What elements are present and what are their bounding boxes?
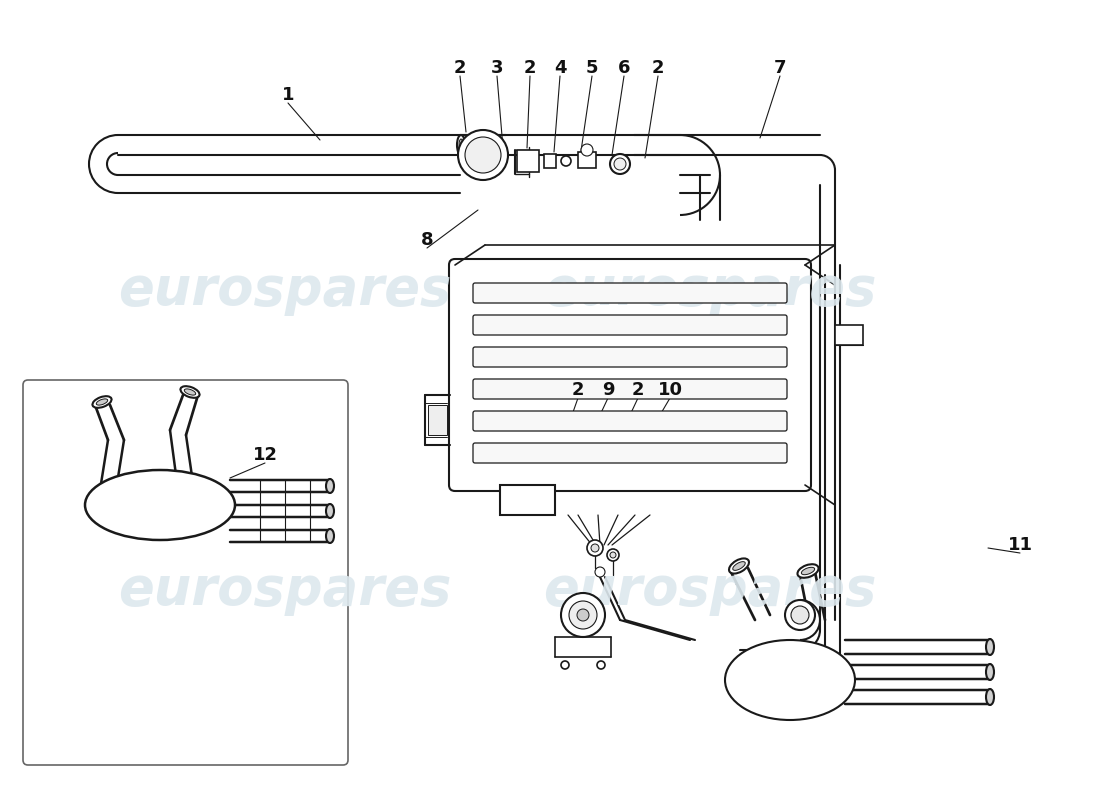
Text: 11: 11 — [1008, 536, 1033, 554]
Ellipse shape — [456, 135, 465, 155]
Text: 9: 9 — [602, 381, 614, 399]
Text: 5: 5 — [585, 59, 598, 77]
Text: 2: 2 — [651, 59, 664, 77]
Ellipse shape — [729, 558, 749, 574]
Ellipse shape — [733, 562, 745, 570]
Circle shape — [561, 593, 605, 637]
Bar — [428, 405, 447, 435]
Text: 2: 2 — [453, 59, 466, 77]
Text: eurospares: eurospares — [543, 264, 877, 316]
Ellipse shape — [85, 470, 235, 540]
FancyBboxPatch shape — [23, 380, 348, 765]
Text: 2: 2 — [572, 381, 584, 399]
Circle shape — [610, 552, 616, 558]
FancyBboxPatch shape — [473, 347, 786, 367]
Bar — [517, 150, 539, 172]
Text: 2: 2 — [524, 59, 537, 77]
FancyBboxPatch shape — [473, 379, 786, 399]
Ellipse shape — [986, 689, 994, 705]
Text: 3: 3 — [491, 59, 504, 77]
Ellipse shape — [986, 639, 994, 655]
Ellipse shape — [92, 396, 111, 408]
Circle shape — [614, 158, 626, 170]
Ellipse shape — [458, 130, 508, 180]
Ellipse shape — [326, 479, 334, 493]
FancyBboxPatch shape — [473, 411, 786, 431]
Ellipse shape — [185, 389, 196, 395]
Text: 6: 6 — [618, 59, 630, 77]
Ellipse shape — [801, 567, 815, 574]
Ellipse shape — [97, 399, 108, 405]
FancyBboxPatch shape — [473, 283, 786, 303]
Circle shape — [785, 600, 815, 630]
FancyBboxPatch shape — [473, 315, 786, 335]
Ellipse shape — [725, 640, 855, 720]
Circle shape — [587, 540, 603, 556]
Ellipse shape — [326, 504, 334, 518]
Circle shape — [610, 154, 630, 174]
Ellipse shape — [986, 664, 994, 680]
Bar — [500, 485, 556, 515]
Circle shape — [581, 144, 593, 156]
Bar — [835, 325, 864, 345]
Circle shape — [591, 544, 600, 552]
Text: eurospares: eurospares — [543, 564, 877, 616]
Text: 4: 4 — [553, 59, 566, 77]
Text: eurospares: eurospares — [119, 264, 452, 316]
Circle shape — [595, 567, 605, 577]
Ellipse shape — [459, 139, 463, 151]
Text: 2: 2 — [631, 381, 645, 399]
FancyBboxPatch shape — [473, 443, 786, 463]
Circle shape — [569, 601, 597, 629]
Ellipse shape — [465, 137, 501, 173]
Bar — [578, 152, 596, 168]
Circle shape — [597, 661, 605, 669]
FancyBboxPatch shape — [449, 259, 811, 491]
Circle shape — [561, 661, 569, 669]
Ellipse shape — [326, 529, 334, 543]
Ellipse shape — [798, 564, 818, 578]
Text: 1: 1 — [282, 86, 295, 104]
Text: 10: 10 — [658, 381, 682, 399]
Text: eurospares: eurospares — [119, 564, 452, 616]
Text: 12: 12 — [253, 446, 277, 464]
Text: 8: 8 — [420, 231, 433, 249]
Bar — [544, 154, 556, 168]
Ellipse shape — [180, 386, 199, 398]
Text: 7: 7 — [773, 59, 786, 77]
Circle shape — [607, 549, 619, 561]
Circle shape — [561, 156, 571, 166]
Circle shape — [578, 609, 588, 621]
Circle shape — [791, 606, 808, 624]
